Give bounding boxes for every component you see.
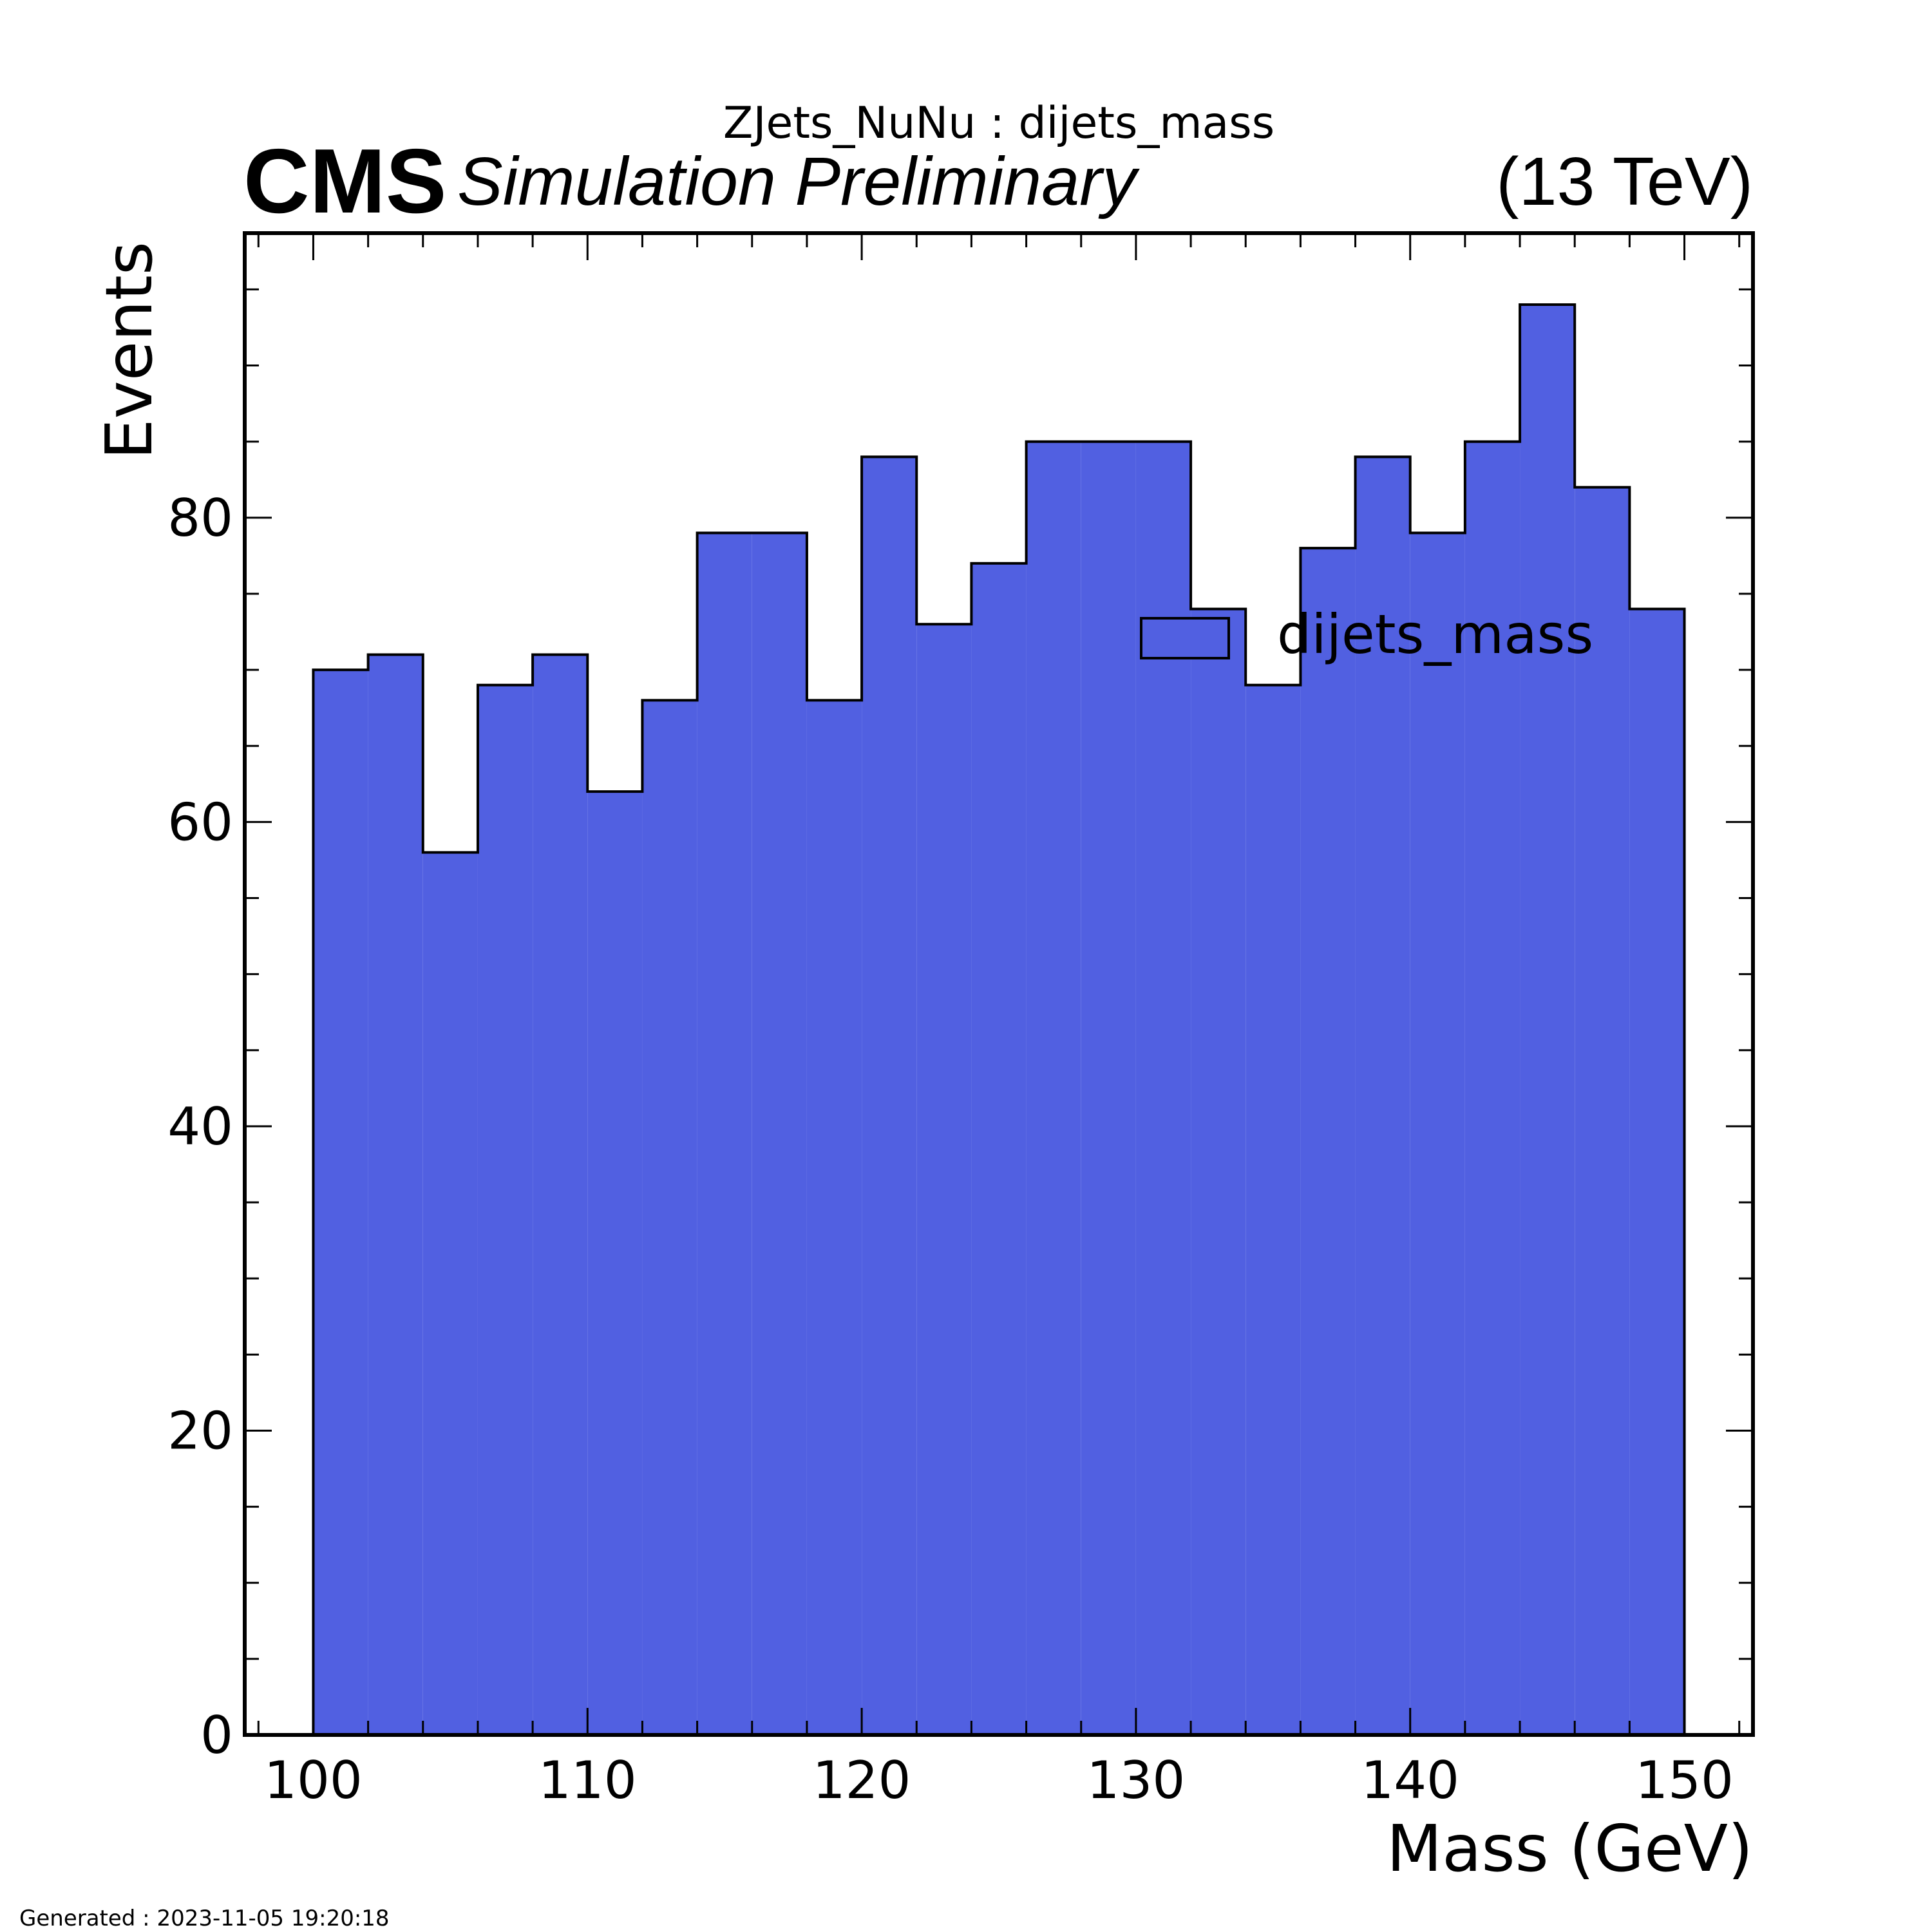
legend-label: dijets_mass: [1277, 603, 1593, 666]
experiment-label: CMS: [243, 130, 447, 232]
y-tick-label: 0: [200, 1705, 233, 1765]
histogram-bar: [477, 685, 533, 1735]
histogram-bar: [1245, 685, 1301, 1735]
histogram-bar: [1410, 533, 1465, 1736]
histogram-bar: [533, 654, 588, 1735]
major-ticks: [245, 233, 1753, 1736]
histogram-bar: [916, 624, 972, 1736]
histogram-bar: [368, 654, 423, 1735]
histogram-bar: [422, 852, 478, 1735]
status-label: Simulation Preliminary: [457, 144, 1140, 220]
x-tick-label: 120: [813, 1750, 911, 1810]
y-axis-label: Events: [91, 242, 167, 460]
histogram-outline: [312, 303, 1686, 1735]
histogram-bar: [587, 791, 643, 1735]
histogram-bar: [642, 700, 697, 1735]
x-tick-label: 150: [1635, 1750, 1734, 1810]
histogram-bar: [862, 457, 917, 1736]
histogram-bar: [1520, 305, 1575, 1735]
y-tick-label: 20: [167, 1401, 233, 1461]
plot-frame: [243, 231, 1755, 1737]
histogram-bar: [1191, 609, 1246, 1735]
minor-ticks: [245, 233, 1753, 1735]
legend: dijets_mass: [1140, 603, 1593, 666]
y-tick-label: 40: [167, 1097, 233, 1157]
plot-title: ZJets_NuNu : dijets_mass: [723, 98, 1274, 149]
histogram-bar: [1629, 609, 1685, 1735]
y-tick-label: 80: [167, 488, 233, 548]
histogram-bar: [1081, 441, 1136, 1735]
tick-labels: 100 110 120 130 140 150 0 20 40 60 80: [167, 488, 1734, 1810]
energy-label: (13 TeV): [1496, 144, 1753, 220]
histogram-bar: [1355, 457, 1410, 1736]
histogram-bar: [971, 563, 1027, 1735]
generated-timestamp: Generated : 2023-11-05 19:20:18: [19, 1906, 390, 1931]
x-tick-label: 130: [1087, 1750, 1186, 1810]
legend-swatch: [1140, 617, 1230, 659]
histogram-bar: [1575, 487, 1630, 1735]
histogram-bar: [806, 700, 862, 1735]
x-tick-label: 100: [264, 1750, 363, 1810]
x-axis-label: Mass (GeV): [1387, 1811, 1753, 1886]
histogram-bar: [1464, 441, 1520, 1735]
x-tick-label: 110: [538, 1750, 637, 1810]
x-tick-label: 140: [1361, 1750, 1459, 1810]
histogram-bar: [752, 533, 807, 1736]
y-tick-label: 60: [167, 792, 233, 852]
histogram-bar: [313, 670, 368, 1735]
histogram-bar: [697, 533, 752, 1736]
histogram-bar: [1300, 548, 1356, 1736]
histogram-bar: [1026, 441, 1081, 1735]
histogram-fill-layer: [312, 303, 1686, 1736]
